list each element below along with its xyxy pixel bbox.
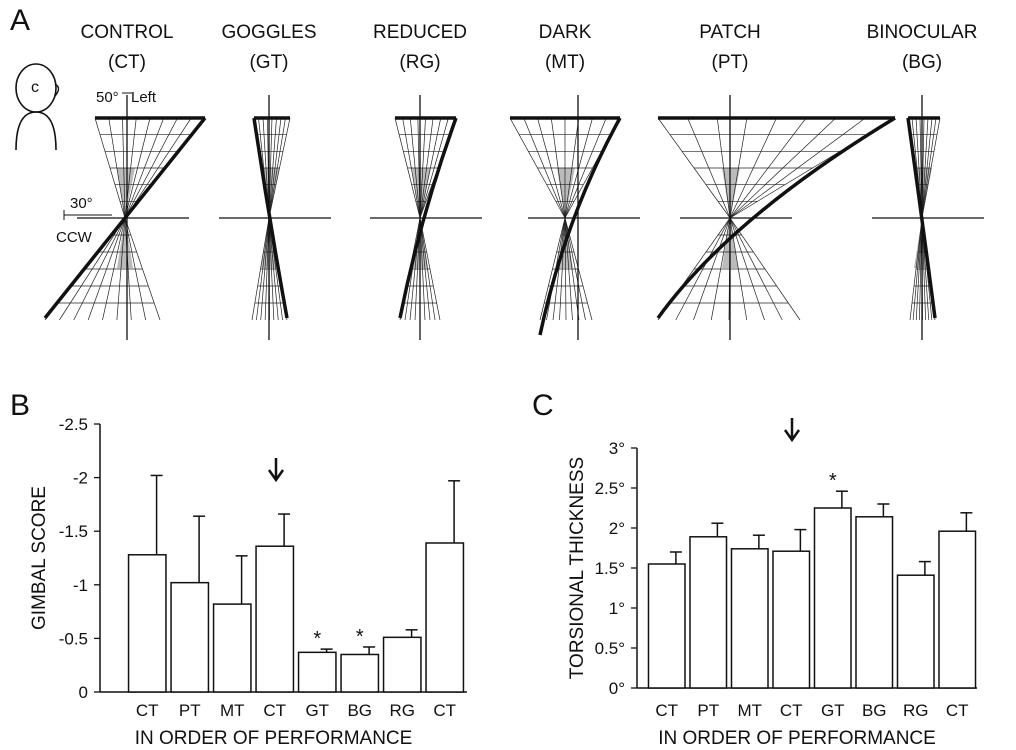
x-tick-label: CT <box>946 701 969 720</box>
bar <box>212 603 252 693</box>
gimbal-diagram <box>509 95 640 340</box>
y-tick-label: 2° <box>609 519 625 538</box>
y-axis-label: GIMBAL SCORE <box>29 486 50 630</box>
shaded-region <box>722 168 740 218</box>
condition-code: (GT) <box>249 52 288 73</box>
panel-letter: A <box>10 4 30 37</box>
arrow <box>267 458 285 483</box>
x-tick-label: CT <box>263 701 286 720</box>
condition-code: (BG) <box>902 52 942 73</box>
x-tick-label: CT <box>780 701 803 720</box>
y-tick-label: 3° <box>609 439 625 458</box>
thick-curve <box>906 117 937 319</box>
x-tick-label: RG <box>903 701 929 720</box>
bar <box>689 536 728 689</box>
x-tick-label: GT <box>821 701 845 720</box>
x-tick-label: CT <box>136 701 159 720</box>
y-tick-label: -2.5 <box>59 415 88 434</box>
scale-label: 50° <box>96 89 119 106</box>
scale-label: 30° <box>70 195 93 212</box>
x-axis-label: IN ORDER OF PERFORMANCE <box>658 728 936 749</box>
condition-name: DARK <box>539 22 592 43</box>
y-tick-label: 1° <box>609 599 625 618</box>
thick-curve <box>43 116 207 320</box>
x-tick-label: CT <box>655 701 678 720</box>
bar <box>647 563 686 689</box>
bar <box>730 548 769 689</box>
y-tick-label: 0° <box>609 679 625 698</box>
y-tick-label: -0.5 <box>59 629 88 648</box>
x-tick-label: PT <box>697 701 719 720</box>
bar <box>425 542 465 693</box>
x-tick-label: BG <box>862 701 887 720</box>
head-label: c <box>31 79 39 96</box>
significance-marker: * <box>829 470 837 492</box>
x-tick-label: MT <box>220 701 245 720</box>
panel-letter: C <box>532 389 554 422</box>
gimbal-diagram <box>370 95 482 340</box>
gimbal-diagram <box>656 95 896 340</box>
bar <box>127 554 167 693</box>
bar <box>340 653 380 693</box>
panel-letter: B <box>10 389 30 422</box>
condition-name: GOGGLES <box>221 22 316 43</box>
bar <box>382 636 422 693</box>
thick-curve <box>398 117 458 319</box>
scale-label: CCW <box>56 229 93 246</box>
x-tick-label: GT <box>305 701 329 720</box>
head-icon: c <box>15 63 60 151</box>
thick-curve <box>252 117 289 319</box>
y-tick-label: 1.5° <box>595 559 625 578</box>
shaded-region <box>117 218 133 268</box>
bar <box>938 530 977 689</box>
y-axis-label: TORSIONAL THICKNESS <box>567 457 588 679</box>
y-tick-label: 0.5° <box>595 639 625 658</box>
thick-curve <box>656 116 896 320</box>
condition-code: (RG) <box>399 52 440 73</box>
gimbal-diagram <box>43 95 207 340</box>
condition-code: (MT) <box>545 52 585 73</box>
condition-code: (CT) <box>108 52 146 73</box>
y-tick-label: 2.5° <box>595 479 625 498</box>
bar <box>772 550 811 689</box>
x-tick-label: PT <box>179 701 201 720</box>
scale-label: Left <box>131 89 157 106</box>
significance-marker: * <box>356 626 364 648</box>
condition-name: BINOCULAR <box>867 22 978 43</box>
condition-name: REDUCED <box>373 22 467 43</box>
condition-code: (PT) <box>712 52 749 73</box>
y-tick-label: -1 <box>73 576 88 595</box>
significance-marker: * <box>313 628 321 650</box>
gimbal-diagram <box>872 95 984 340</box>
x-tick-label: RG <box>390 701 416 720</box>
y-tick-label: 0 <box>79 683 88 702</box>
y-tick-label: -2 <box>73 469 88 488</box>
gimbal-diagram <box>219 95 331 340</box>
shaded-region <box>117 168 135 218</box>
condition-name: PATCH <box>699 22 761 43</box>
bar <box>896 574 935 689</box>
x-tick-label: BG <box>347 701 372 720</box>
y-tick-label: -1.5 <box>59 522 88 541</box>
bar <box>170 581 210 693</box>
thick-curve <box>538 117 622 336</box>
condition-name: CONTROL <box>81 22 174 43</box>
x-tick-label: CT <box>433 701 456 720</box>
arrow <box>783 418 801 443</box>
x-axis-label: IN ORDER OF PERFORMANCE <box>135 728 413 749</box>
bar <box>813 507 852 689</box>
bar <box>255 545 295 693</box>
bar <box>297 651 337 693</box>
bar <box>855 516 894 689</box>
x-tick-label: MT <box>737 701 762 720</box>
